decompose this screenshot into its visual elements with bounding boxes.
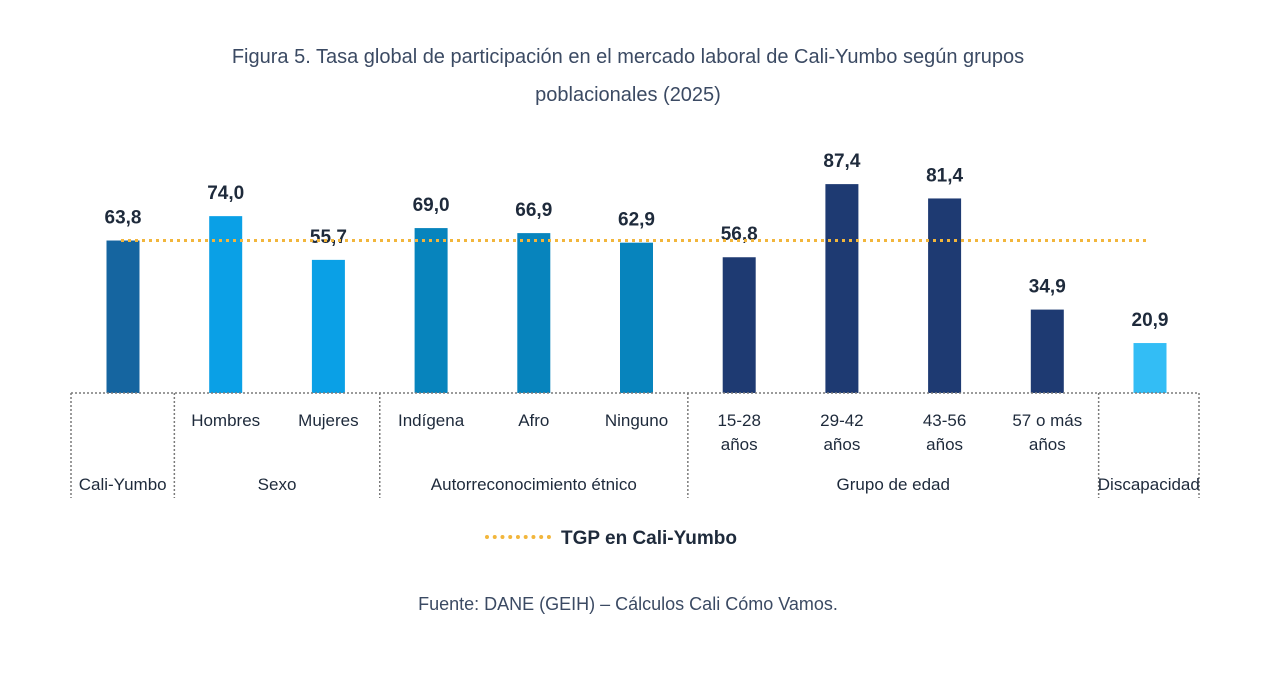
value-label-8: 87,4: [823, 151, 860, 172]
group-label-4: Grupo de edad: [837, 475, 950, 494]
bar-6: [620, 242, 653, 393]
bar-8: [825, 184, 859, 393]
value-label-3: 55,7: [310, 227, 347, 248]
chart-source: Fuente: DANE (GEIH) – Cálculos Cali Cómo…: [418, 594, 838, 614]
bar-9: [928, 198, 962, 393]
legend-label: TGP en Cali-Yumbo: [561, 528, 737, 549]
bar-7: [722, 257, 756, 393]
value-label-4: 69,0: [413, 195, 450, 216]
value-label-9: 81,4: [926, 165, 963, 186]
bar-2: [209, 216, 243, 393]
bar-4: [414, 228, 448, 393]
category-label-6: Ninguno: [605, 411, 668, 430]
group-label-1: Cali-Yumbo: [79, 475, 167, 494]
value-label-5: 66,9: [515, 200, 552, 221]
category-label-8: 29-42: [820, 411, 863, 430]
bar-11: [1133, 343, 1167, 393]
group-label-5: Discapacidad: [1098, 475, 1200, 494]
category-label-9: 43-56: [923, 411, 966, 430]
category-label-2: Hombres: [191, 411, 260, 430]
bar-5: [517, 233, 551, 393]
value-label-2: 74,0: [207, 183, 244, 204]
category-label-10: 57 o más: [1012, 411, 1082, 430]
bar-10: [1030, 309, 1064, 393]
group-label-3: Autorreconocimiento étnico: [431, 475, 637, 494]
bar-1: [106, 240, 140, 393]
value-label-11: 20,9: [1132, 310, 1169, 331]
value-label-10: 34,9: [1029, 277, 1066, 298]
category-label-10-line-2: años: [1029, 435, 1066, 454]
value-label-1: 63,8: [105, 208, 142, 229]
category-label-9-line-2: años: [926, 435, 963, 454]
category-label-4: Indígena: [398, 411, 465, 430]
category-label-7-line-2: años: [721, 435, 758, 454]
chart-title-line-2: poblacionales (2025): [535, 84, 721, 106]
chart-title-line-1: Figura 5. Tasa global de participación e…: [231, 46, 1025, 68]
chart-title: Figura 5. Tasa global de participación e…: [0, 38, 1256, 114]
legend-dotted-line-swatch: [485, 534, 552, 539]
category-label-8-line-2: años: [823, 435, 860, 454]
category-label-3: Mujeres: [298, 411, 358, 430]
group-label-2: Sexo: [258, 475, 297, 494]
bar-3: [311, 259, 345, 393]
category-label-7: 15-28: [717, 411, 760, 430]
value-label-7: 56,8: [721, 224, 758, 245]
chart-legend: TGP en Cali-Yumbo: [0, 528, 1222, 550]
value-label-6: 62,9: [618, 210, 655, 231]
category-label-5: Afro: [518, 411, 549, 430]
